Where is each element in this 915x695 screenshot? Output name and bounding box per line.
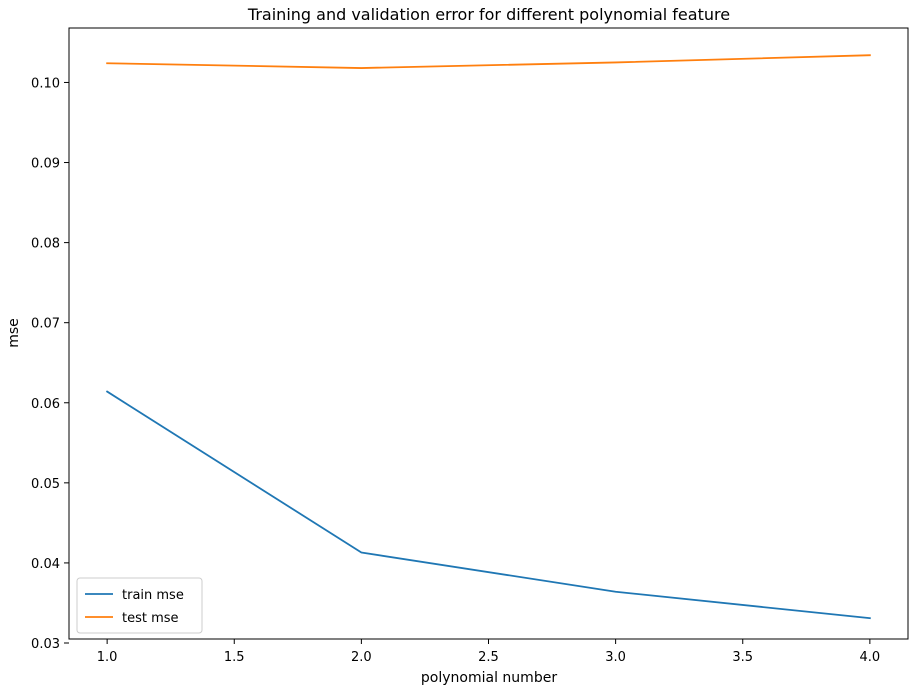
x-tick-label: 1.0	[97, 650, 118, 665]
axis-ticks: 1.0 1.5 2.0 2.5 3.0 3.5 4.0 0.03 0.04 0.05 0.06 0.0…	[31, 76, 880, 665]
series-line-train-mse	[105, 390, 871, 620]
x-tick-label: 3.0	[605, 650, 626, 665]
y-tick-label: 0.08	[31, 237, 60, 252]
legend-box	[76, 577, 203, 634]
y-tick-label: 0.09	[31, 157, 60, 172]
x-tick-label: 2.5	[478, 650, 499, 665]
x-tick-label: 4.0	[860, 650, 881, 665]
legend-label: train mse	[122, 588, 184, 603]
axes-frame	[68, 27, 909, 640]
y-tick-label: 0.04	[31, 557, 60, 572]
series-lines	[105, 54, 871, 620]
x-tick-label: 2.0	[351, 650, 372, 665]
legend-label: test mse	[122, 611, 179, 626]
chart-title: Training and validation error for differ…	[247, 5, 730, 24]
x-tick-label: 1.5	[224, 650, 245, 665]
y-tick-label: 0.06	[31, 397, 60, 412]
y-axis-label: mse	[6, 318, 22, 348]
legend: train mse test mse	[76, 577, 203, 634]
y-tick-label: 0.05	[31, 477, 60, 492]
x-tick-label: 3.5	[732, 650, 753, 665]
y-tick-label: 0.10	[31, 76, 60, 91]
x-axis-label: polynomial number	[421, 670, 557, 686]
series-line-test-mse	[106, 54, 871, 69]
y-tick-label: 0.03	[31, 637, 60, 652]
y-tick-label: 0.07	[31, 317, 60, 332]
